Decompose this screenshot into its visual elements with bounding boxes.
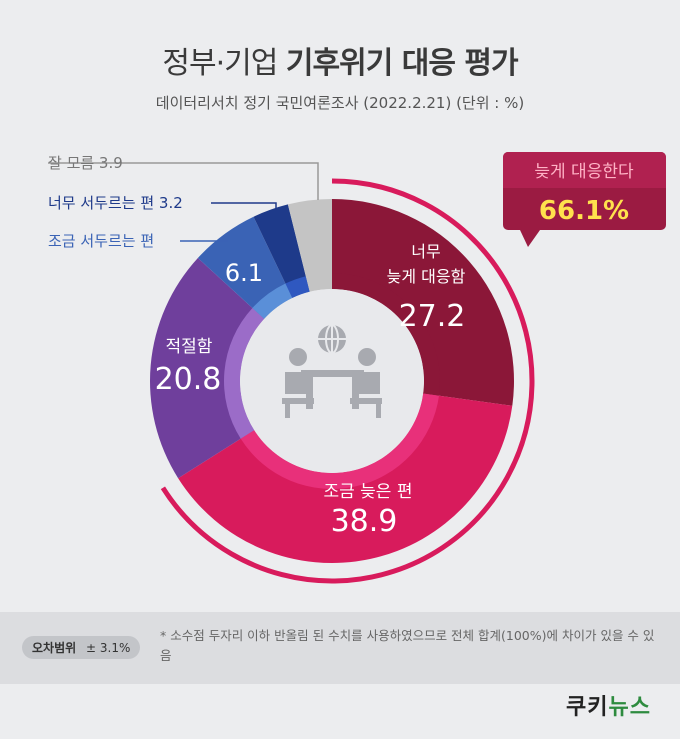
- too-fast-leader: [211, 202, 277, 218]
- a-bit-late-value: 38.9: [331, 504, 398, 539]
- slice-too-late: [332, 199, 514, 406]
- donut-inner-slices: [223, 273, 440, 489]
- adequate-value: 20.8: [155, 362, 222, 397]
- chart-title: 정부·기업 기후위기 대응 평가: [0, 38, 680, 82]
- donut-chart: 잘 모름 3.9 너무 서두르는 편 3.2 조금 서두르는 편 너무 늦게 대…: [48, 152, 666, 584]
- callout-value: 66.1%: [539, 196, 629, 226]
- meeting-icon: [282, 324, 382, 418]
- error-margin-value: ± 3.1%: [86, 641, 131, 655]
- a-bit-fast-label: 조금 서두르는 편: [48, 232, 154, 250]
- slice-a-bit-late-inner-ring: [240, 393, 439, 489]
- too-late-label-2: 늦게 대응함: [387, 267, 466, 286]
- logo-part2: 뉴스: [608, 695, 651, 720]
- a-bit-fast-value: 6.1: [225, 259, 263, 287]
- callout-label: 늦게 대응한다: [534, 162, 634, 182]
- title-bold: 기후위기 대응 평가: [285, 46, 519, 81]
- too-late-value: 27.2: [399, 299, 466, 334]
- error-margin-label: 오차범위: [32, 641, 77, 655]
- slice-dont-know: [287, 199, 332, 292]
- slice-too-late-inner-ring: [332, 273, 440, 396]
- late-total-arc: [160, 178, 535, 584]
- too-late-label-1: 너무: [411, 242, 440, 261]
- slice-dont-know-inner-ring: [305, 273, 332, 292]
- donut-center: [240, 289, 424, 473]
- adequate-label: 적절함: [166, 337, 213, 357]
- a-bit-late-label: 조금 늦은 편: [323, 482, 412, 502]
- slice-a-bit-fast: [197, 216, 293, 319]
- slice-adequate-inner-ring: [223, 307, 265, 439]
- error-margin-badge: 오차범위 ± 3.1%: [22, 636, 141, 659]
- footnote: * 소수점 두자리 이하 반올림 된 수치를 사용하였으므로 전체 합계(100…: [160, 628, 655, 663]
- callout-box: 늦게 대응한다 66.1%: [503, 152, 666, 247]
- dont-know-leader: [48, 162, 319, 200]
- slice-too-fast-inner-ring: [285, 276, 310, 298]
- dont-know-label: 잘 모름 3.9: [48, 154, 123, 172]
- title-light: 정부·기업: [162, 46, 278, 81]
- chart-subtitle: 데이터리서치 정기 국민여론조사 (2022.2.21) (단위 : %): [155, 94, 525, 112]
- slice-too-fast: [253, 204, 310, 298]
- too-fast-label: 너무 서두르는 편 3.2: [48, 194, 183, 212]
- logo-part1: 쿠키: [566, 695, 609, 720]
- kukinews-logo: 쿠키뉴스: [566, 689, 651, 721]
- slice-a-bit-fast-inner-ring: [252, 283, 293, 319]
- footer: 오차범위 ± 3.1% * 소수점 두자리 이하 반올림 된 수치를 사용하였으…: [0, 612, 680, 684]
